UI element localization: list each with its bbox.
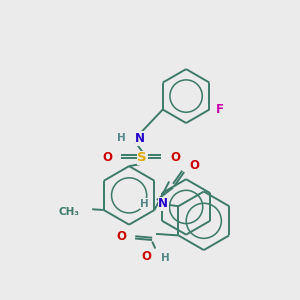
- Text: O: O: [102, 151, 112, 164]
- Text: F: F: [216, 103, 224, 116]
- Text: CH₃: CH₃: [58, 207, 79, 217]
- Text: O: O: [141, 250, 152, 263]
- Text: O: O: [116, 230, 126, 243]
- Text: N: N: [135, 132, 145, 145]
- Text: H: H: [161, 253, 170, 263]
- Text: H: H: [117, 134, 126, 143]
- Text: O: O: [189, 159, 199, 172]
- Text: N: N: [158, 197, 168, 210]
- Text: S: S: [137, 151, 147, 164]
- Text: H: H: [140, 199, 149, 209]
- Text: O: O: [171, 151, 181, 164]
